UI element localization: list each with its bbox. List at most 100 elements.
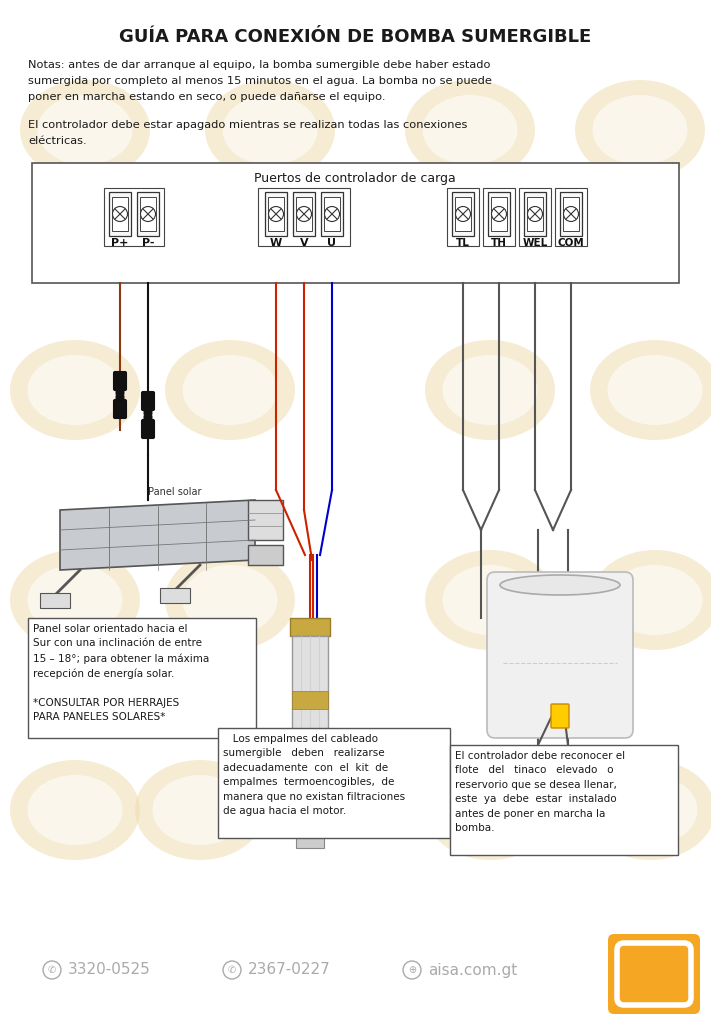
FancyBboxPatch shape [112,197,128,231]
Text: TL: TL [456,238,470,248]
Circle shape [564,207,579,221]
Text: El controlador debe reconocer el
flote   del   tinaco   elevado   o
reservorio q: El controlador debe reconocer el flote d… [455,751,625,833]
Ellipse shape [442,565,538,635]
Circle shape [296,207,311,221]
Ellipse shape [20,80,150,180]
Ellipse shape [425,760,555,860]
Text: W: W [270,238,282,248]
Polygon shape [60,500,255,570]
FancyBboxPatch shape [483,188,515,246]
FancyBboxPatch shape [116,395,124,402]
FancyBboxPatch shape [248,545,283,565]
Ellipse shape [575,80,705,180]
Ellipse shape [442,775,538,845]
FancyBboxPatch shape [563,197,579,231]
Ellipse shape [585,760,711,860]
FancyBboxPatch shape [617,943,691,1005]
Circle shape [269,207,284,221]
Text: GUÍA PARA CONEXIÓN DE BOMBA SUMERGIBLE: GUÍA PARA CONEXIÓN DE BOMBA SUMERGIBLE [119,28,591,46]
FancyBboxPatch shape [519,188,551,246]
Text: ⊕: ⊕ [408,965,416,975]
FancyBboxPatch shape [141,420,154,438]
FancyBboxPatch shape [455,197,471,231]
Ellipse shape [183,565,277,635]
FancyBboxPatch shape [292,636,328,836]
Text: poner en marcha estando en seco, o puede dañarse el equipo.: poner en marcha estando en seco, o puede… [28,92,385,102]
Ellipse shape [38,95,132,165]
FancyBboxPatch shape [40,593,70,608]
Ellipse shape [425,550,555,650]
FancyBboxPatch shape [293,193,315,236]
FancyBboxPatch shape [265,193,287,236]
Text: V: V [300,238,309,248]
FancyBboxPatch shape [452,193,474,236]
Ellipse shape [607,355,702,425]
Ellipse shape [607,565,702,635]
FancyBboxPatch shape [28,618,256,738]
Circle shape [324,207,339,221]
Ellipse shape [442,355,538,425]
FancyBboxPatch shape [160,588,190,603]
FancyBboxPatch shape [218,728,450,838]
Text: Panel solar orientado hacia el
Sur con una inclinación de entre
15 – 18°; para o: Panel solar orientado hacia el Sur con u… [33,624,209,722]
FancyBboxPatch shape [527,197,543,231]
Text: aisa.com.gt: aisa.com.gt [428,963,517,978]
Text: TH: TH [491,238,507,248]
Text: ✆: ✆ [228,965,236,975]
Text: sumergida por completo al menos 15 minutos en el agua. La bomba no se puede: sumergida por completo al menos 15 minut… [28,76,492,86]
FancyBboxPatch shape [109,193,131,236]
FancyBboxPatch shape [292,756,328,774]
Circle shape [528,207,542,221]
Text: 2367-0227: 2367-0227 [248,963,331,978]
FancyBboxPatch shape [491,197,507,231]
Ellipse shape [10,340,140,440]
Ellipse shape [152,775,247,845]
FancyBboxPatch shape [114,399,127,419]
Ellipse shape [592,95,688,165]
Ellipse shape [500,575,620,595]
Ellipse shape [590,550,711,650]
FancyBboxPatch shape [258,188,350,246]
FancyBboxPatch shape [296,197,312,231]
FancyBboxPatch shape [555,188,587,246]
Text: Panel solar: Panel solar [149,487,202,497]
FancyBboxPatch shape [488,193,510,236]
Ellipse shape [205,80,335,180]
FancyBboxPatch shape [144,408,152,415]
Ellipse shape [602,775,697,845]
FancyBboxPatch shape [551,705,569,728]
FancyBboxPatch shape [248,500,283,540]
Circle shape [491,207,506,221]
Ellipse shape [183,355,277,425]
Text: WEL: WEL [523,238,547,248]
Text: P+: P+ [112,238,129,248]
Circle shape [141,207,156,221]
Ellipse shape [10,760,140,860]
FancyBboxPatch shape [321,193,343,236]
FancyBboxPatch shape [290,618,330,636]
Text: Los empalmes del cableado
sumergible   deben   realizarse
adecuadamente  con  el: Los empalmes del cableado sumergible deb… [223,734,405,816]
FancyBboxPatch shape [450,745,678,855]
FancyBboxPatch shape [141,391,154,411]
FancyBboxPatch shape [324,197,340,231]
Ellipse shape [28,355,122,425]
Ellipse shape [165,340,295,440]
Text: ✆: ✆ [48,965,56,975]
Ellipse shape [28,775,122,845]
FancyBboxPatch shape [104,188,164,246]
FancyBboxPatch shape [268,197,284,231]
Ellipse shape [10,550,140,650]
FancyBboxPatch shape [116,387,124,394]
FancyBboxPatch shape [447,188,479,246]
Text: eléctricas.: eléctricas. [28,136,87,146]
Circle shape [456,207,471,221]
Ellipse shape [28,565,122,635]
FancyBboxPatch shape [140,197,156,231]
Text: Notas: antes de dar arranque al equipo, la bomba sumergible debe haber estado: Notas: antes de dar arranque al equipo, … [28,60,491,70]
Text: El controlador debe estar apagado mientras se realizan todas las conexiones: El controlador debe estar apagado mientr… [28,120,467,130]
Text: U: U [328,238,336,248]
FancyBboxPatch shape [524,193,546,236]
FancyBboxPatch shape [560,193,582,236]
FancyBboxPatch shape [137,193,159,236]
Text: P-: P- [141,238,154,248]
